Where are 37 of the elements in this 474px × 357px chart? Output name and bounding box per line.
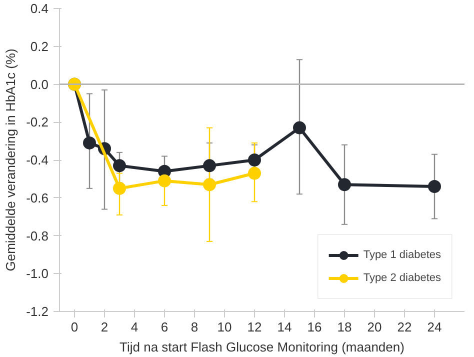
point: [428, 180, 441, 193]
x-tick-label: 16: [307, 320, 322, 334]
x-tick-label: 10: [217, 320, 232, 334]
y-tick-label: 0.0: [30, 76, 49, 92]
y-tick-label: -0.4: [26, 152, 49, 168]
x-axis-title: Tijd na start Flash Glucose Monitoring (maanden): [120, 340, 404, 354]
y-tick-label: -0.8: [26, 228, 49, 244]
legend-label: Type 2 diabetes: [363, 272, 441, 284]
point: [113, 159, 126, 172]
x-tick-label: 8: [190, 320, 198, 334]
point: [113, 182, 126, 195]
legend-label: Type 1 diabetes: [363, 249, 441, 261]
point: [248, 166, 261, 180]
x-tick-label: 20: [367, 320, 382, 334]
y-tick-label: 0.4: [30, 1, 49, 16]
y-tick-label: -0.6: [26, 190, 49, 206]
x-tick-label: 6: [160, 320, 168, 334]
x-tick-label: 24: [427, 320, 442, 334]
point: [203, 159, 216, 172]
y-tick-label: 0.2: [30, 38, 49, 54]
x-tick-label: 18: [337, 320, 352, 334]
x-tick-label: 2: [100, 320, 108, 334]
y-tick-label: -0.2: [26, 114, 49, 130]
point: [158, 174, 171, 188]
y-axis-title: Gemiddelde verandering in HbA1c (%): [3, 48, 18, 272]
point: [293, 121, 306, 134]
y-tick-label: -1.0: [26, 266, 49, 282]
point: [248, 154, 261, 166]
x-tick-label: 4: [130, 320, 138, 334]
point: [338, 178, 351, 192]
point: [203, 178, 216, 192]
point: [83, 136, 96, 150]
x-tick-label: 12: [247, 320, 262, 334]
x-tick-label: 22: [397, 320, 412, 334]
x-tick-label: 14: [277, 320, 292, 334]
x-tick-label: 0: [70, 320, 78, 334]
y-tick-label: -1.2: [26, 304, 49, 319]
